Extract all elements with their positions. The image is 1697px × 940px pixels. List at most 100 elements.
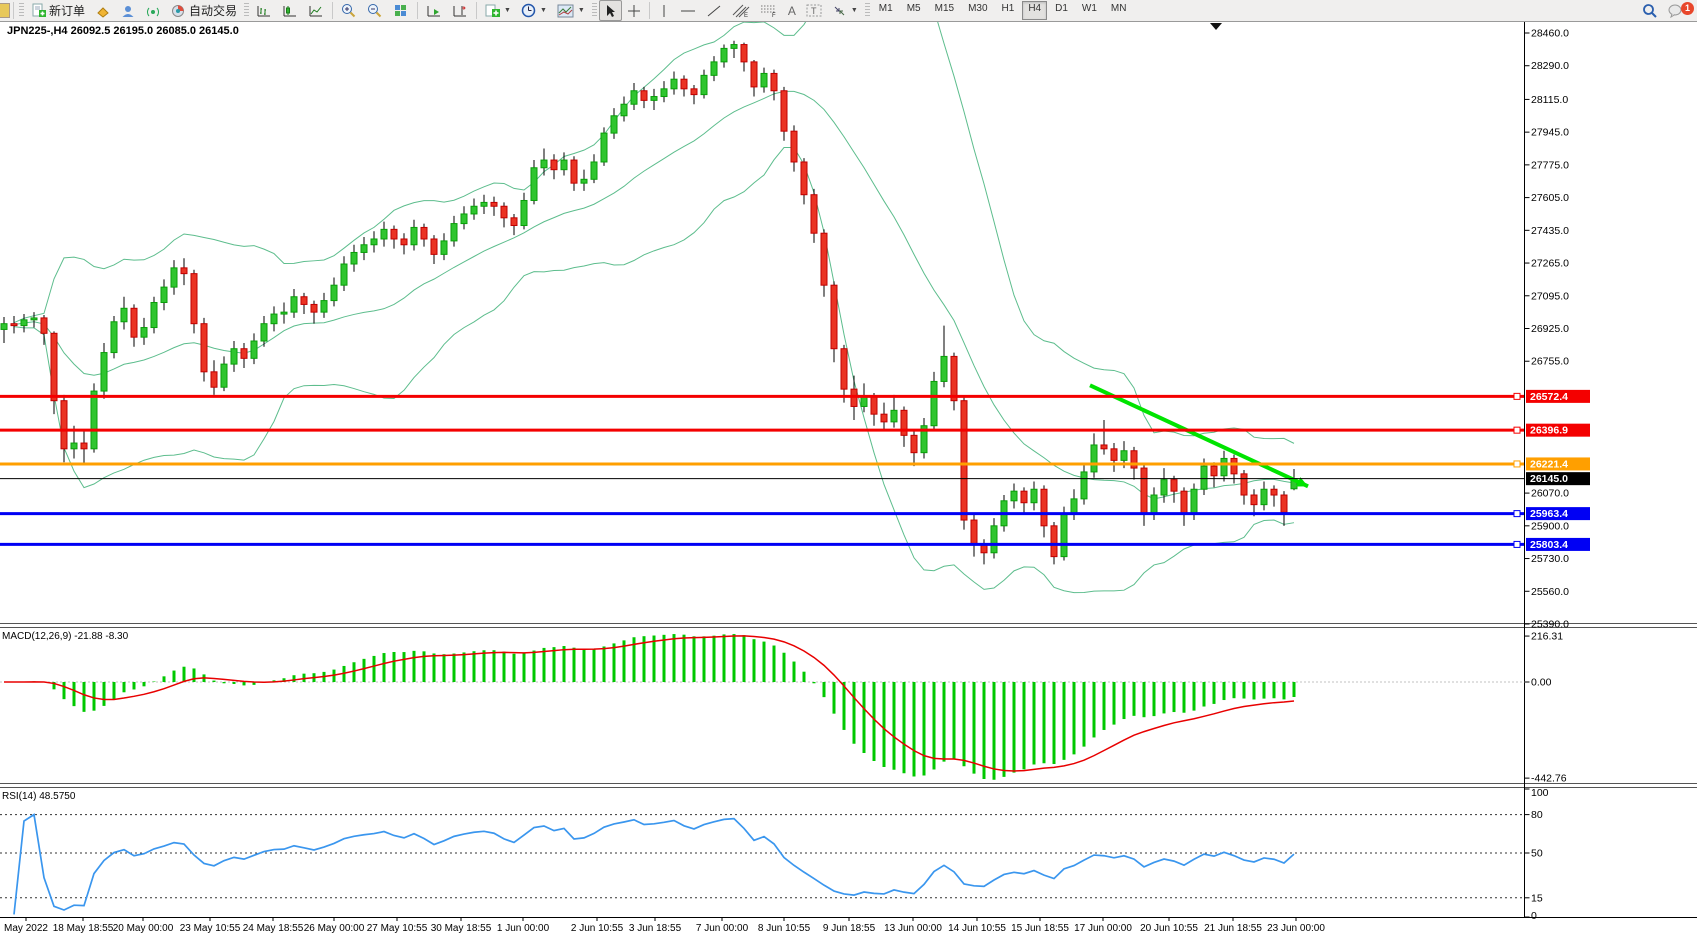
notifications-button[interactable]: 1	[1663, 0, 1697, 21]
candle	[200, 317, 208, 382]
chart-shift-button[interactable]	[447, 0, 473, 21]
line-handle[interactable]	[1513, 540, 1521, 548]
trendline-tool-button[interactable]	[701, 0, 727, 21]
crosshair-tool-button[interactable]	[622, 0, 646, 21]
candle	[560, 152, 568, 176]
period-button[interactable]: ▼	[516, 0, 552, 21]
candle	[410, 219, 418, 251]
candle	[1030, 481, 1038, 511]
price-tick-label: 27605.0	[1531, 192, 1569, 204]
current-price-badge	[1526, 472, 1590, 486]
line-handle[interactable]	[1513, 510, 1521, 518]
auto-trading-label: 自动交易	[189, 4, 238, 18]
template-button[interactable]: ▼	[552, 0, 590, 21]
zoom-in-icon	[342, 4, 356, 18]
tf-mn-button[interactable]: MN	[1110, 3, 1127, 14]
tf-m30-button[interactable]: M30	[968, 3, 988, 14]
candle	[360, 237, 368, 261]
auto-trading-button[interactable]: 自动交易	[166, 0, 242, 21]
line-handle[interactable]	[1513, 392, 1521, 400]
tf-m15-button[interactable]: M15	[934, 3, 955, 14]
vline-tool-button[interactable]	[653, 0, 675, 21]
candle	[1280, 491, 1288, 526]
price-level-badge-label: 26572.4	[1530, 391, 1568, 403]
signal-button[interactable]	[141, 0, 166, 21]
line-handle[interactable]	[1513, 460, 1521, 468]
channel-tool-button[interactable]: E	[727, 0, 755, 21]
candle	[650, 88, 658, 111]
price-level-badge	[1526, 537, 1590, 551]
market-watch-button[interactable]	[90, 0, 116, 21]
candle	[1270, 485, 1278, 507]
candle	[570, 156, 578, 191]
tf-w1-button[interactable]: W1	[1081, 3, 1097, 14]
candle-chart-mode-button[interactable]	[277, 0, 303, 21]
candle	[1170, 475, 1178, 503]
candle	[430, 235, 438, 265]
cursor-tool-button[interactable]	[598, 0, 622, 21]
candle	[680, 75, 688, 97]
candle	[380, 221, 388, 247]
candle	[970, 514, 978, 557]
bollinger-upper	[13, 21, 1295, 444]
tile-windows-button[interactable]	[388, 0, 414, 21]
add-indicator-button[interactable]: ▼	[480, 0, 516, 21]
tf-m5-button[interactable]: M5	[906, 3, 921, 14]
chart-shift-marker[interactable]	[1210, 23, 1222, 30]
macd-signal-line	[3, 635, 1295, 772]
candle	[100, 342, 108, 399]
text-tool-button[interactable]: A	[783, 0, 801, 21]
tf-d1-button[interactable]: D1	[1055, 3, 1068, 14]
candle	[900, 406, 908, 447]
price-tick-label: 25730.0	[1531, 553, 1569, 565]
price-tick-label: 25900.0	[1531, 520, 1569, 532]
candle	[610, 108, 618, 139]
candle	[1150, 487, 1158, 521]
label-tool-button[interactable]: T	[801, 0, 827, 21]
zoom-out-icon	[368, 4, 382, 18]
clock-icon	[521, 3, 536, 18]
candle	[990, 518, 998, 559]
drawn-trendline[interactable]	[1089, 383, 1309, 489]
chart-title: JPN225-,H4 26092.5 26195.0 26085.0 26145…	[7, 25, 239, 37]
tf-m1-button[interactable]: M1	[878, 3, 893, 14]
candle	[1040, 485, 1048, 538]
candle	[1070, 489, 1078, 521]
bollinger-lower	[13, 147, 1295, 594]
candle	[460, 206, 468, 230]
candle	[660, 81, 668, 103]
price-level-badge-label: 25963.4	[1530, 508, 1568, 520]
profile-button[interactable]	[116, 0, 141, 21]
tf-h1-button[interactable]: H1	[1001, 3, 1015, 14]
search-button[interactable]	[1637, 0, 1663, 21]
auto-scroll-button[interactable]	[421, 0, 447, 21]
price-tick-label: 27435.0	[1531, 225, 1569, 237]
zoom-in-button[interactable]	[336, 0, 362, 21]
profile-icon	[122, 5, 134, 17]
candle	[510, 213, 518, 236]
new-order-button[interactable]: 新订单	[26, 0, 90, 21]
fibonacci-tool-button[interactable]: F	[755, 0, 783, 21]
candle	[150, 296, 158, 334]
new-order-icon	[32, 3, 46, 17]
time-axis-label: 2 Jun 10:55	[571, 923, 624, 934]
zoom-out-button[interactable]	[362, 0, 388, 21]
macd-pane[interactable]	[3, 634, 1296, 780]
toolbar-grip	[244, 3, 250, 18]
line-chart-mode-button[interactable]	[303, 0, 329, 21]
hline-tool-button[interactable]	[675, 0, 701, 21]
arrows-tool-button[interactable]: ▼	[827, 0, 863, 21]
candle	[1180, 487, 1188, 526]
main-pane[interactable]	[0, 0, 1309, 594]
line-handle[interactable]	[1513, 426, 1521, 434]
line-chart-icon	[309, 6, 323, 17]
candle	[1020, 487, 1028, 515]
candle	[40, 315, 48, 345]
tf-h4-button[interactable]: H4	[1022, 1, 1048, 20]
bar-chart-mode-button[interactable]	[251, 0, 277, 21]
time-axis-label: 13 Jun 00:00	[884, 923, 942, 934]
text-icon: A	[787, 3, 796, 18]
auto-scroll-icon	[427, 6, 441, 17]
